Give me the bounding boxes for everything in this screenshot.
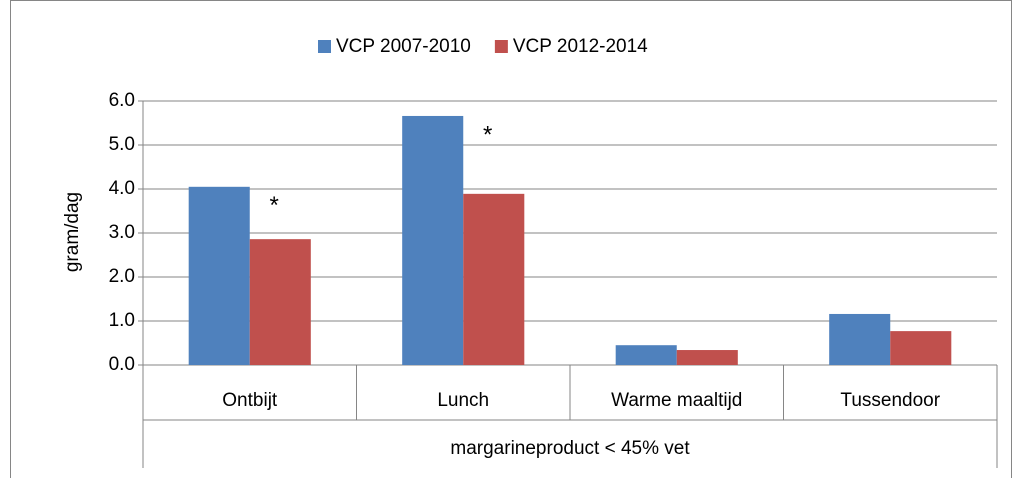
y-tick-label: 0.0: [109, 354, 135, 375]
chart-frame: [10, 0, 1012, 483]
annotation: *: [270, 192, 279, 219]
x-tick-label: Tussendoor: [840, 390, 940, 411]
y-tick-label: 4.0: [109, 178, 135, 199]
y-tick-label: 6.0: [109, 90, 135, 111]
legend-label: VCP 2012-2014: [513, 36, 648, 57]
x-tick-label: Warme maaltijd: [611, 390, 742, 411]
bar: [615, 345, 677, 365]
annotation: *: [483, 121, 492, 148]
bar: [463, 193, 525, 365]
legend-swatch: [318, 40, 331, 53]
bar: [402, 115, 464, 366]
bar: [676, 350, 738, 365]
y-tick-label: 2.0: [109, 266, 135, 287]
bar: [188, 186, 250, 365]
y-tick-label: 1.0: [109, 310, 135, 331]
bar: [890, 331, 952, 365]
legend-swatch: [494, 40, 508, 53]
y-tick-label: 3.0: [109, 222, 135, 243]
x-axis-label: margarineproduct < 45% vet: [450, 438, 690, 459]
legend-label: VCP 2007-2010: [336, 36, 471, 57]
x-tick-label: Ontbijt: [222, 390, 278, 411]
y-tick-label: 5.0: [109, 134, 135, 155]
x-tick-label: Lunch: [437, 390, 489, 411]
bar: [829, 313, 891, 365]
y-axis-label: gram/dag: [62, 192, 83, 272]
bar: [249, 239, 311, 365]
